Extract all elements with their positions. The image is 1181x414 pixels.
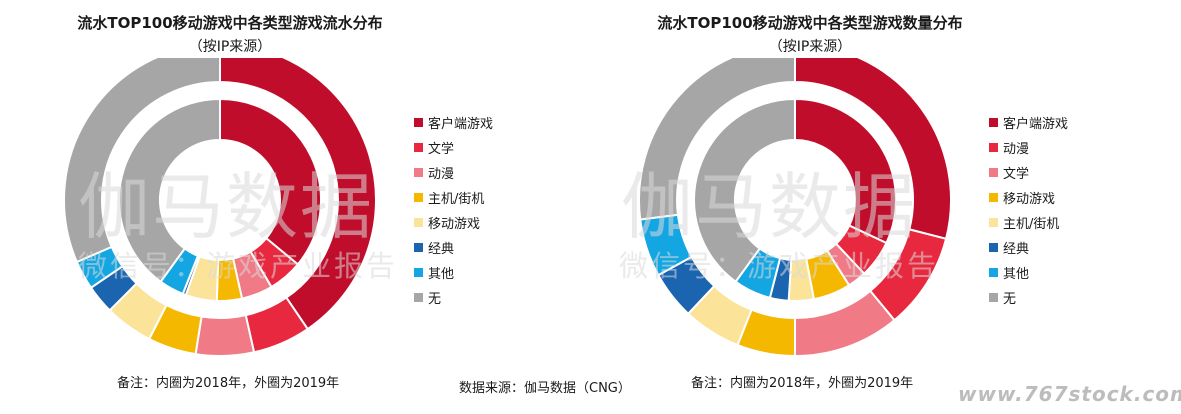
legend-item: 移动游戏 <box>414 210 493 235</box>
legend-swatch <box>414 243 423 252</box>
legend-label: 动漫 <box>428 167 455 182</box>
legend-label: 客户端游戏 <box>1003 117 1069 132</box>
chart-legend: 客户端游戏动漫文学移动游戏主机/街机经典其他无 <box>989 110 1068 310</box>
legend-swatch <box>989 193 998 202</box>
legend-swatch <box>414 118 423 127</box>
chart-panel-revenue: 流水TOP100移动游戏中各类型游戏流水分布 （按IP来源） 伽马数据 微信号：… <box>0 0 590 414</box>
legend-swatch <box>989 293 998 302</box>
chart-note: 备注：内圈为2018年，外圈为2019年 <box>691 376 914 391</box>
legend-label: 文学 <box>1003 167 1030 182</box>
slice-outer-0 <box>219 58 377 331</box>
slice-outer-2 <box>194 313 256 357</box>
legend-label: 经典 <box>428 242 455 257</box>
slice-inner-0 <box>219 97 322 266</box>
legend-swatch <box>414 143 423 152</box>
legend-label: 动漫 <box>1003 142 1030 157</box>
legend-swatch <box>414 168 423 177</box>
legend-item: 文学 <box>989 160 1068 185</box>
legend-label: 文学 <box>428 142 455 157</box>
donut-chart-revenue <box>63 58 377 357</box>
legend-item: 其他 <box>414 260 493 285</box>
legend-item: 动漫 <box>989 135 1068 160</box>
legend-item: 主机/街机 <box>989 210 1068 235</box>
chart-title: 流水TOP100移动游戏中各类型游戏数量分布 <box>657 14 963 32</box>
donut-chart-count <box>638 58 952 358</box>
legend-swatch <box>989 168 998 177</box>
legend-swatch <box>989 243 998 252</box>
legend-label: 客户端游戏 <box>428 117 494 132</box>
legend-label: 移动游戏 <box>1003 192 1056 207</box>
legend-item: 文学 <box>414 135 493 160</box>
chart-subtitle: （按IP来源） <box>768 39 852 55</box>
data-source: 数据来源：伽马数据（CNG） <box>459 381 631 396</box>
legend-swatch <box>414 218 423 227</box>
slice-outer-7 <box>63 58 221 264</box>
legend-label: 其他 <box>1003 267 1030 282</box>
legend-label: 经典 <box>1003 242 1030 257</box>
legend-item: 其他 <box>989 260 1068 285</box>
site-watermark: www.767stock.com <box>958 382 1181 406</box>
legend-item: 经典 <box>414 235 493 260</box>
legend-label: 主机/街机 <box>1003 217 1060 232</box>
legend-swatch <box>414 268 423 277</box>
legend-item: 无 <box>414 285 493 310</box>
legend-swatch <box>989 118 998 127</box>
legend-swatch <box>989 218 998 227</box>
legend-swatch <box>989 143 998 152</box>
legend-label: 移动游戏 <box>428 217 481 232</box>
chart-note: 备注：内圈为2018年，外圈为2019年 <box>117 376 340 391</box>
legend-item: 经典 <box>989 235 1068 260</box>
slice-inner-7 <box>118 97 221 284</box>
legend-swatch <box>414 193 423 202</box>
legend-item: 移动游戏 <box>989 185 1068 210</box>
legend-item: 客户端游戏 <box>414 110 493 135</box>
legend-item: 主机/街机 <box>414 185 493 210</box>
slice-inner-7 <box>693 97 796 284</box>
slice-outer-7 <box>638 58 796 221</box>
legend-label: 无 <box>428 292 442 307</box>
legend-label: 无 <box>1003 292 1017 307</box>
chart-subtitle: （按IP来源） <box>188 39 272 55</box>
legend-item: 客户端游戏 <box>989 110 1068 135</box>
legend-swatch <box>414 293 423 302</box>
legend-item: 动漫 <box>414 160 493 185</box>
legend-item: 无 <box>989 285 1068 310</box>
legend-label: 其他 <box>428 267 455 282</box>
chart-legend: 客户端游戏文学动漫主机/街机移动游戏经典其他无 <box>414 110 493 310</box>
legend-swatch <box>989 268 998 277</box>
chart-title: 流水TOP100移动游戏中各类型游戏流水分布 <box>77 14 383 32</box>
slice-inner-0 <box>794 97 897 245</box>
legend-label: 主机/街机 <box>428 192 485 207</box>
chart-panel-count: 流水TOP100移动游戏中各类型游戏数量分布 （按IP来源） 伽马数据 微信号：… <box>575 0 1165 414</box>
